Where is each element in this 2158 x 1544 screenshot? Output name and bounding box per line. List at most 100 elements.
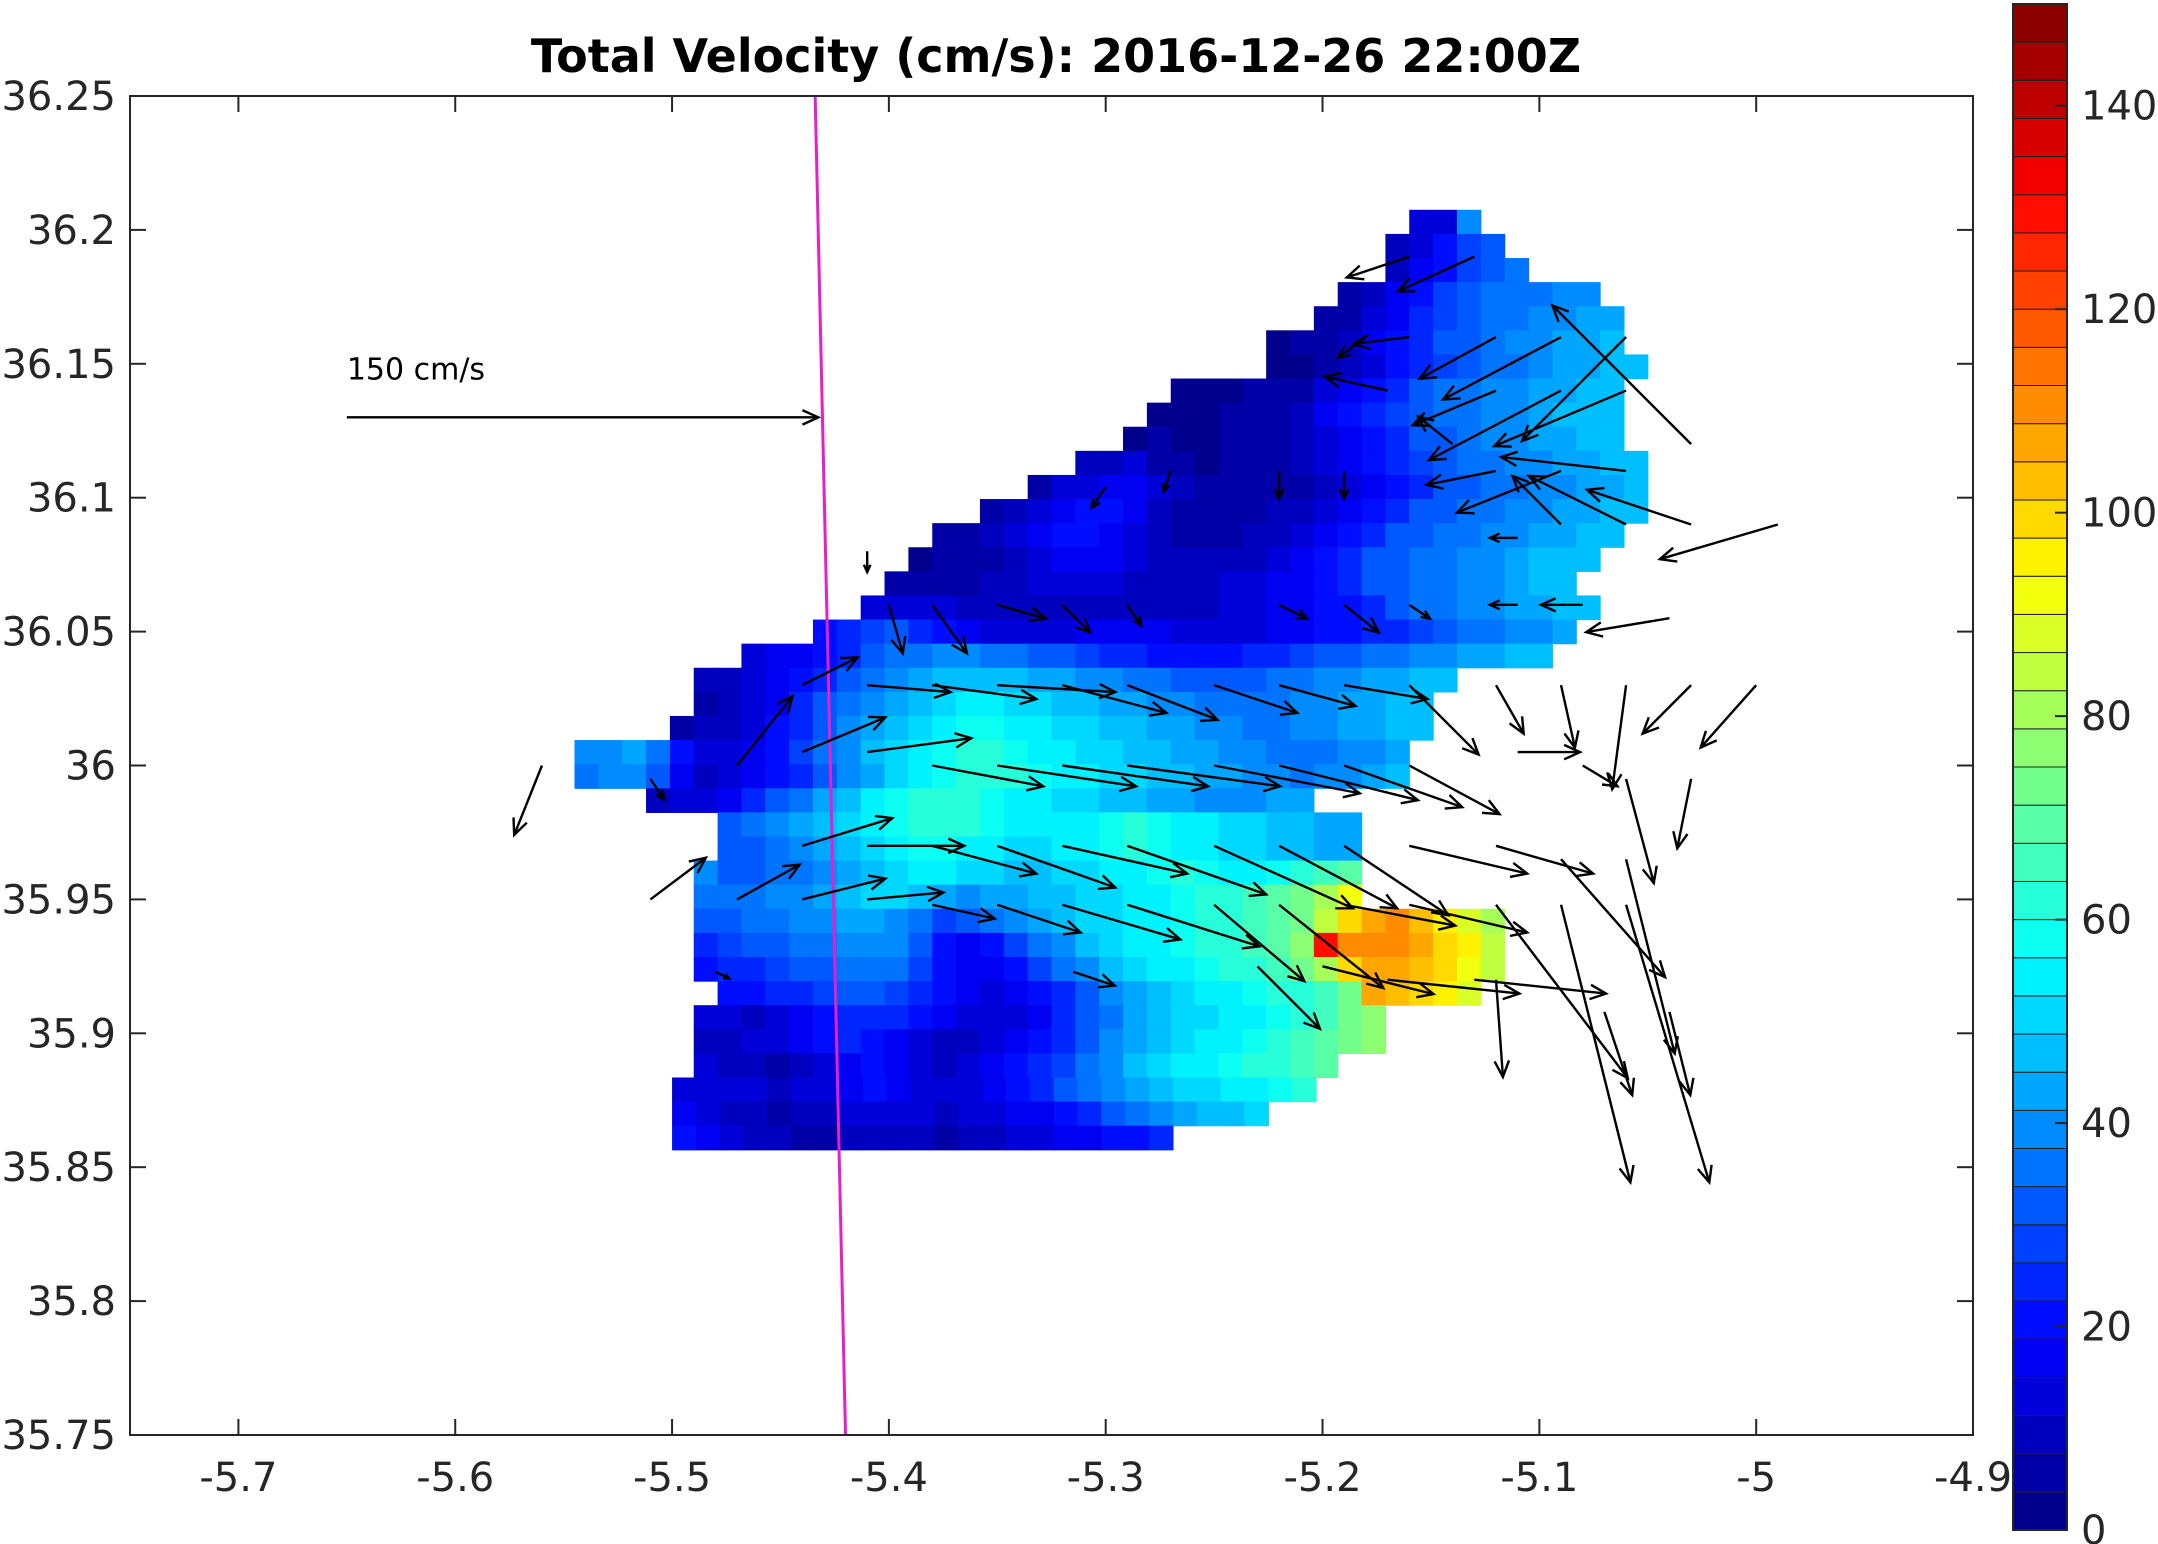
arrow-shaft xyxy=(996,903,1081,934)
colorbar-level xyxy=(2012,270,2068,310)
velocity-cell xyxy=(1409,643,1434,669)
colorbar-tick-label: 120 xyxy=(2081,287,2157,333)
velocity-cell xyxy=(932,981,957,1006)
velocity-cell xyxy=(1456,571,1482,597)
arrow-head xyxy=(1606,772,1623,793)
velocity-cell xyxy=(1075,788,1100,813)
velocity-cell xyxy=(1123,1005,1148,1030)
arrow-head xyxy=(776,693,795,714)
velocity-cell xyxy=(1146,788,1172,813)
velocity-arrow xyxy=(1491,389,1627,448)
velocity-cell xyxy=(1290,764,1315,789)
arrow-head xyxy=(1618,1164,1635,1186)
velocity-cell xyxy=(1552,571,1577,597)
velocity-cell xyxy=(908,619,933,645)
velocity-cell xyxy=(1053,1077,1079,1103)
arrow-head xyxy=(1502,983,1523,1001)
colorbar-level xyxy=(2012,1491,2068,1531)
arrow-shaft xyxy=(1585,617,1670,634)
velocity-cell xyxy=(812,691,838,717)
velocity-cell xyxy=(1051,1029,1076,1054)
velocity-arrow xyxy=(931,604,969,656)
velocity-cell xyxy=(1003,740,1029,765)
velocity-cell xyxy=(1337,523,1363,548)
velocity-cell xyxy=(1242,715,1267,741)
velocity-cell xyxy=(693,691,719,717)
colorbar-level xyxy=(2012,690,2068,730)
velocity-arrow xyxy=(867,885,947,903)
velocity-cell xyxy=(1146,812,1172,838)
velocity-cell xyxy=(789,643,814,669)
velocity-cell xyxy=(1242,450,1267,476)
velocity-cell xyxy=(979,740,1005,765)
velocity-cell xyxy=(695,1101,721,1127)
velocity-cell xyxy=(1099,474,1124,500)
arrow-shaft xyxy=(1428,389,1562,462)
velocity-cell xyxy=(1385,523,1410,548)
arrow-shaft xyxy=(1127,903,1260,948)
velocity-cell xyxy=(860,619,886,645)
velocity-cell xyxy=(1313,908,1339,934)
velocity-arrow xyxy=(1559,684,1580,751)
arrow-shaft xyxy=(996,844,1116,889)
velocity-cell xyxy=(1385,474,1410,500)
velocity-cell xyxy=(765,836,790,862)
velocity-cell xyxy=(1027,1005,1053,1030)
velocity-arrow xyxy=(1559,904,1635,1186)
arrow-shaft xyxy=(1322,965,1434,996)
velocity-arrow xyxy=(1582,764,1620,788)
arrow-head xyxy=(951,635,969,656)
velocity-arrow xyxy=(1624,778,1658,886)
velocity-arrow xyxy=(1322,371,1388,392)
velocity-cell xyxy=(1075,667,1100,693)
velocity-cell xyxy=(1051,547,1076,572)
velocity-cell xyxy=(1172,1101,1198,1127)
velocity-cell xyxy=(1385,932,1410,958)
colorbar-level xyxy=(2012,919,2068,959)
velocity-cell xyxy=(741,981,766,1006)
velocity-cell xyxy=(956,691,981,717)
velocity-cell xyxy=(1480,499,1506,524)
arrow-shaft xyxy=(1213,844,1354,910)
velocity-cell xyxy=(1003,1029,1029,1054)
arrow-shaft xyxy=(1426,469,1497,486)
velocity-cell xyxy=(1194,643,1220,669)
velocity-cell xyxy=(1385,499,1410,524)
velocity-cell xyxy=(1480,233,1506,259)
arrow-head xyxy=(1423,473,1444,490)
velocity-cell xyxy=(1053,1101,1079,1127)
arrow-shaft xyxy=(1062,903,1181,941)
velocity-cell xyxy=(1313,426,1339,452)
colorbar-level xyxy=(2012,1415,2068,1455)
velocity-cell xyxy=(1361,1029,1387,1054)
velocity-cell xyxy=(789,740,814,765)
velocity-cell xyxy=(1266,1029,1291,1054)
velocity-cell xyxy=(1244,1077,1269,1103)
velocity-cell xyxy=(1290,547,1315,572)
velocity-cell xyxy=(1005,1077,1031,1103)
velocity-cell xyxy=(1099,619,1124,645)
velocity-cell xyxy=(765,956,790,982)
velocity-cell xyxy=(1313,812,1339,838)
velocity-cell xyxy=(1146,667,1172,693)
velocity-arrow xyxy=(1350,333,1410,351)
velocity-cell xyxy=(741,1053,766,1079)
velocity-cell xyxy=(1266,571,1291,597)
velocity-arrow xyxy=(801,814,896,847)
velocity-cell xyxy=(1266,402,1291,428)
colorbar-level xyxy=(2012,117,2068,158)
velocity-cell xyxy=(719,1077,745,1103)
x-tick-label: -5 xyxy=(1736,1455,1776,1501)
velocity-cell xyxy=(1337,908,1363,934)
velocity-cell xyxy=(1480,282,1506,307)
velocity-cell xyxy=(956,1005,981,1030)
colorbar-tick-label: 140 xyxy=(2081,84,2157,130)
velocity-cell xyxy=(908,884,933,910)
velocity-cell xyxy=(1170,571,1196,597)
velocity-cell xyxy=(1123,932,1148,958)
velocity-cell xyxy=(979,981,1005,1006)
velocity-cell xyxy=(1433,643,1458,669)
arrow-head xyxy=(1698,730,1718,750)
velocity-cell xyxy=(672,1125,697,1151)
velocity-cell xyxy=(1528,571,1553,597)
